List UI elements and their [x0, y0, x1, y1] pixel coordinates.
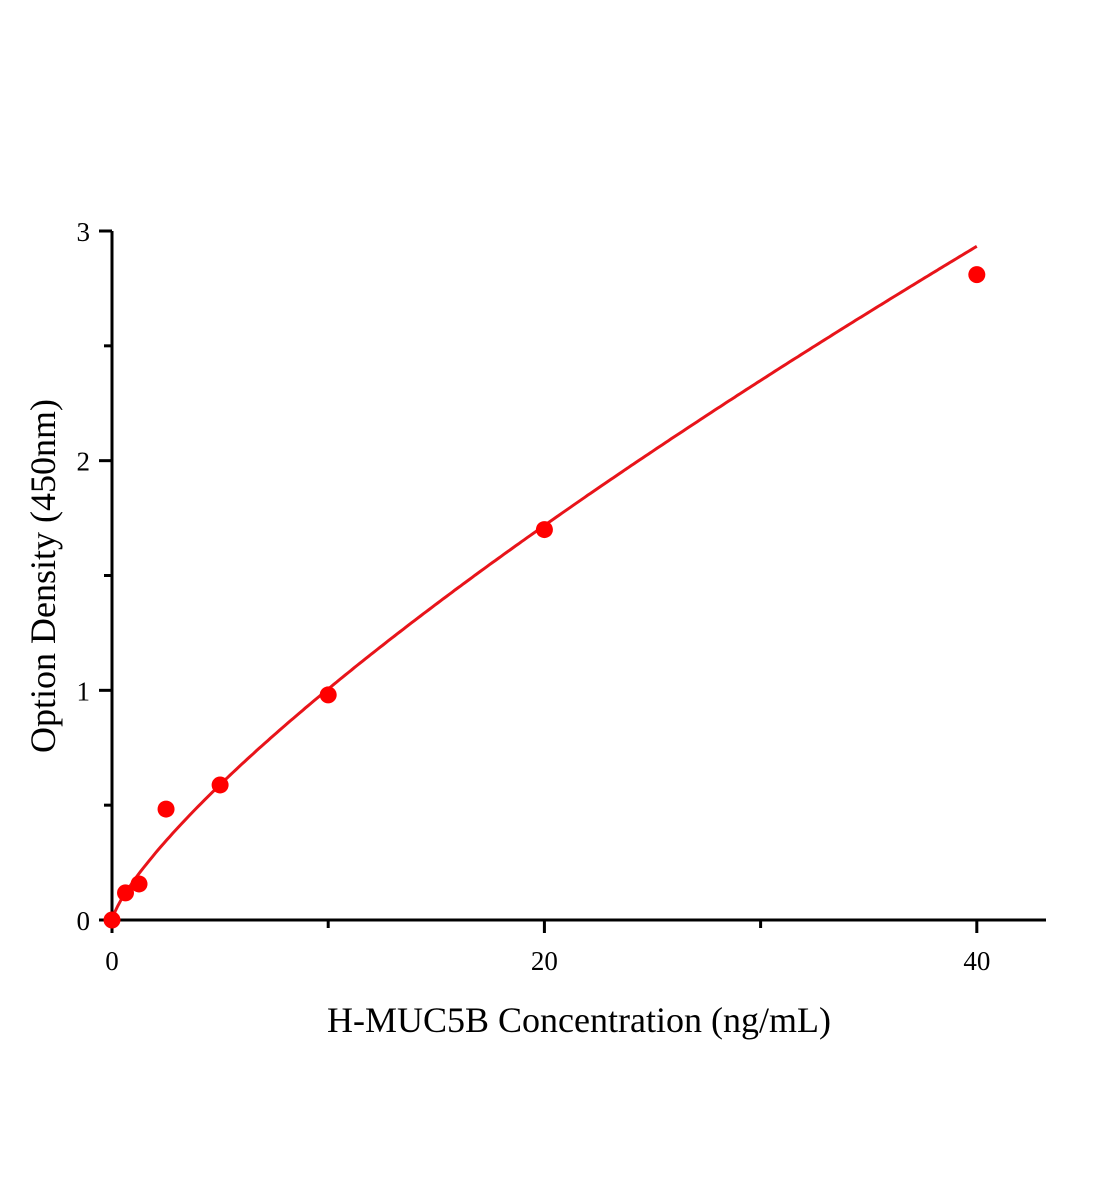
y-tick-label: 1 [77, 676, 91, 706]
data-point [157, 800, 175, 818]
axes [99, 229, 1046, 933]
data-points [103, 266, 986, 929]
x-tick-label: 20 [531, 946, 558, 976]
y-tick-label: 0 [77, 906, 91, 936]
data-point [535, 521, 553, 539]
x-tick-label: 40 [963, 946, 990, 976]
data-point [319, 686, 337, 704]
y-axis-title: Option Density (450nm) [23, 399, 63, 753]
data-point [968, 266, 986, 284]
data-point [103, 911, 121, 929]
tick-labels: 0 20 40 0 1 2 3 [77, 217, 991, 976]
x-axis-title: H-MUC5B Concentration (ng/mL) [327, 1000, 831, 1040]
x-tick-label: 0 [105, 946, 119, 976]
y-tick-label: 3 [77, 217, 91, 247]
data-point [117, 884, 135, 902]
y-tick-label: 2 [77, 447, 91, 477]
data-point [211, 776, 229, 794]
data-point [130, 875, 148, 893]
fit-curve [110, 245, 978, 921]
